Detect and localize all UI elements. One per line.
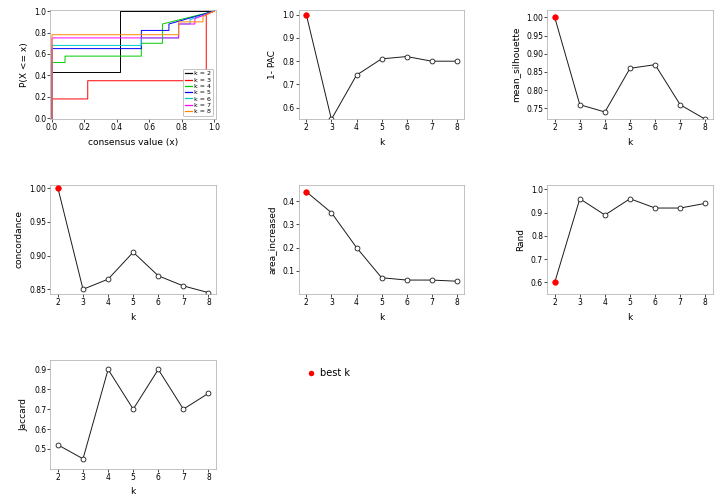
- X-axis label: consensus value (x): consensus value (x): [88, 138, 179, 147]
- Legend: best k: best k: [304, 364, 354, 382]
- X-axis label: k: k: [627, 138, 633, 147]
- X-axis label: k: k: [379, 312, 384, 322]
- Y-axis label: Rand: Rand: [516, 228, 526, 251]
- Y-axis label: mean_silhouette: mean_silhouette: [511, 27, 521, 102]
- X-axis label: k: k: [130, 487, 136, 496]
- Y-axis label: concordance: concordance: [14, 210, 24, 269]
- Y-axis label: area_increased: area_increased: [268, 205, 277, 274]
- Y-axis label: P(X <= x): P(X <= x): [19, 42, 29, 87]
- Y-axis label: Jaccard: Jaccard: [19, 398, 29, 430]
- X-axis label: k: k: [627, 312, 633, 322]
- Y-axis label: 1- PAC: 1- PAC: [268, 50, 277, 79]
- X-axis label: k: k: [130, 312, 136, 322]
- Legend: k = 2, k = 3, k = 4, k = 5, k = 6, k = 7, k = 8: k = 2, k = 3, k = 4, k = 5, k = 6, k = 7…: [183, 69, 213, 116]
- X-axis label: k: k: [379, 138, 384, 147]
